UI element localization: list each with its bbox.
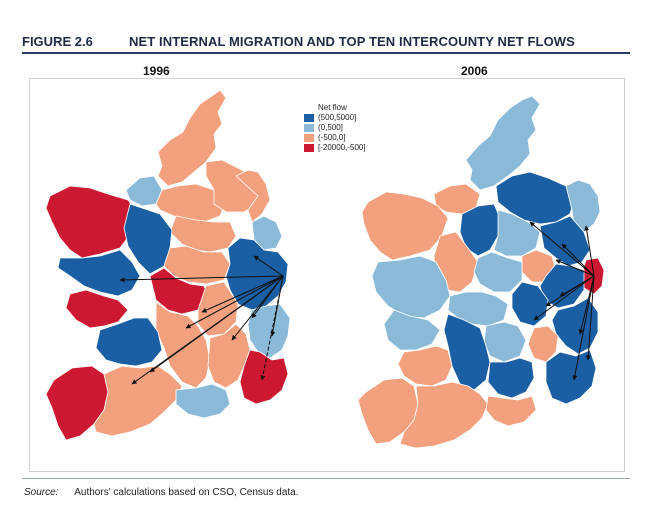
county-galway-2006 [371,255,451,319]
legend-label: (500,5000] [318,113,357,122]
flow-2006-2 [584,225,595,277]
county-galway-1996 [57,249,141,297]
legend-title: Net flow [318,103,347,112]
source-note: Source: Authors' calculations based on C… [24,487,299,498]
legend-item: (500,5000] [304,113,366,123]
legend-label: (0,500] [318,123,343,132]
county-mayo-2006 [361,191,449,261]
county-meath-1996 [225,237,289,311]
legend-item: (-500,0] [304,133,366,143]
map-frame [29,78,625,472]
footer-rule [22,478,630,479]
flow-1996-9 [231,275,284,341]
flow-1996-5 [131,275,284,385]
county-offaly-2006 [447,291,509,327]
county-clare-2006 [383,309,441,351]
county-cork-1996 [93,365,183,437]
county-meath-2006 [539,263,585,309]
county-tipperary-1996 [155,301,211,389]
county-antrim-1996 [235,169,271,223]
county-cork-2006 [399,381,489,449]
figure-header: FIGURE 2.6 NET INTERNAL MIGRATION AND TO… [22,32,630,54]
county-westmeath-1996 [163,245,231,285]
county-clare-1996 [65,289,129,329]
figure-title: NET INTERNAL MIGRATION AND TOP TEN INTER… [129,34,575,49]
county-limerick-1996 [95,317,163,367]
county-waterford-2006 [485,395,537,427]
legend-item: (0,500] [304,123,366,133]
legend-label: [-20000,-500] [318,143,366,152]
county-wexford-2006 [545,349,597,405]
county-limerick-2006 [397,345,453,387]
county-carlow-2006 [527,325,559,363]
flow-2006-7 [572,275,595,381]
flow-1996-3 [201,275,284,313]
county-cavan-2006 [493,209,541,257]
flow-1996-10 [185,275,284,329]
flow-1996-7 [270,275,284,337]
county-wicklow-2006 [551,297,599,355]
header-rule [22,52,630,54]
flow-1996-1 [119,275,284,283]
flow-2006-3 [561,243,595,277]
panel-title-2006: 2006 [461,64,488,78]
flow-2006-1 [529,221,595,277]
legend-item: [-20000,-500] [304,143,366,153]
county-wicklow-1996 [247,303,291,359]
flow-2006-9 [545,275,595,307]
legend-label: (-500,0] [318,133,346,142]
map-1996 [45,89,291,441]
county-antrim-2006 [565,179,601,233]
flows-1996 [119,255,284,385]
panel-title-1996: 1996 [143,64,170,78]
county-tipperary-2006 [443,313,491,391]
county-donegal-2006 [465,95,541,191]
county-tyrone-2006 [495,171,575,225]
flow-2006-4 [533,275,595,321]
county-leitrim-2006 [459,203,501,257]
source-label: Source: [24,487,59,498]
flow-2006-8 [585,275,595,361]
map-2006 [357,95,605,449]
flows-2006 [529,221,595,381]
county-sligo-1996 [125,175,163,207]
source-text: Authors' calculations based on CSO, Cens… [74,487,299,498]
county-wexford-1996 [239,349,289,405]
county-donegal-1996 [157,89,227,187]
legend-swatch [304,144,314,152]
legend-swatch [304,134,314,142]
county-laois-2006 [483,321,527,363]
legend-swatch [304,114,314,122]
county-down-2006 [539,215,591,267]
county-mayo-1996 [45,185,139,259]
flow-1996-2 [253,255,284,277]
legend-swatch [304,124,314,132]
flow-2006-10 [555,259,595,277]
county-kilkenny-2006 [487,357,535,399]
county-westmeath-2006 [473,251,523,293]
county-kildare-2006 [511,281,549,327]
legend: Net flow (500,5000] (0,500] (-500,0] [-2… [304,103,366,153]
county-waterford-1996 [175,383,231,419]
county-leitrim-1996 [155,183,227,223]
figure-label: FIGURE 2.6 [22,34,93,49]
